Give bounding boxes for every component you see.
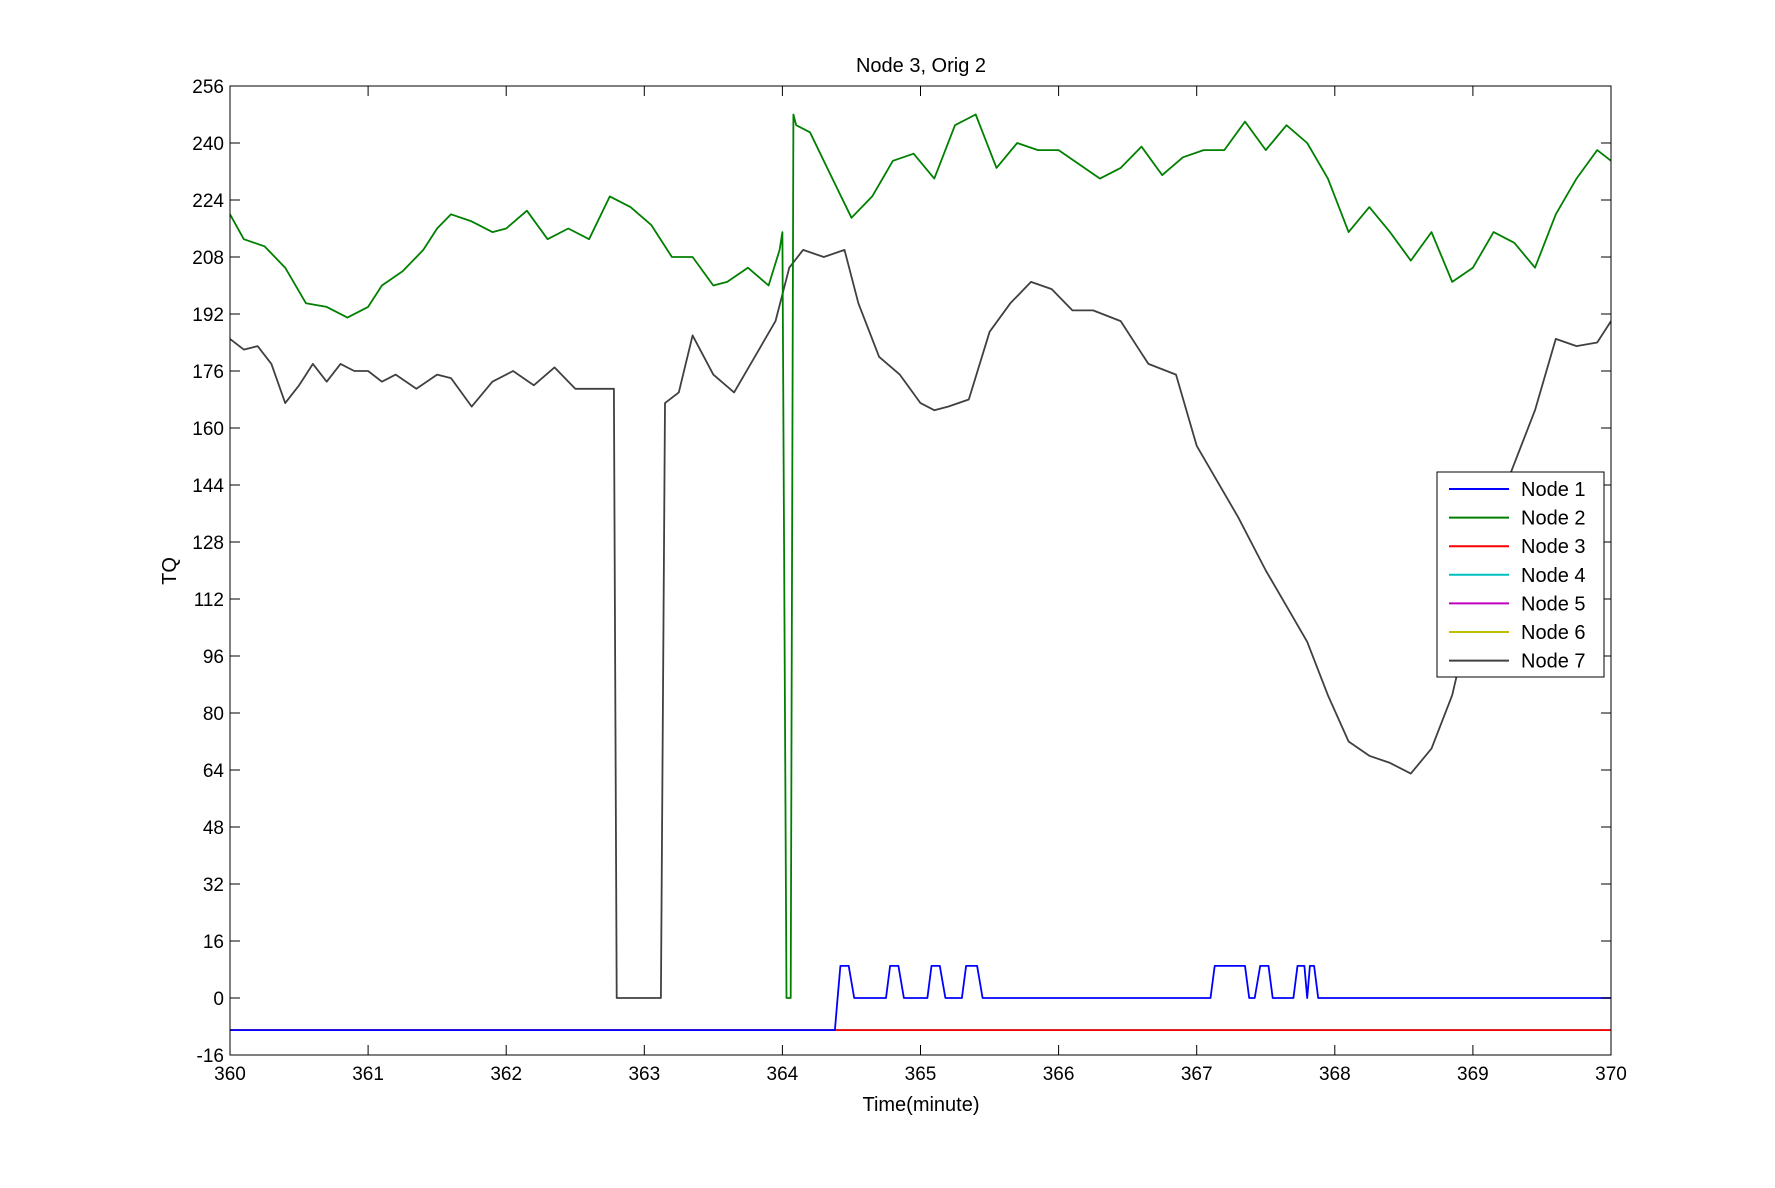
y-tick-label: 80 (203, 704, 224, 725)
x-tick-label: 369 (1457, 1064, 1489, 1085)
series-line-7 (229, 248, 1612, 999)
x-tick-label: 365 (905, 1064, 937, 1085)
x-tick-label: 366 (1043, 1064, 1075, 1085)
y-axis-title: TQ (159, 557, 181, 585)
y-tick-label: 48 (203, 818, 224, 839)
y-tick-label: 32 (203, 875, 224, 896)
x-tick-label: 363 (628, 1064, 660, 1085)
x-tick-label: 360 (214, 1064, 246, 1085)
y-tick-label: 144 (192, 476, 224, 497)
y-tick-label: 192 (192, 305, 224, 326)
x-tick-label: 368 (1319, 1064, 1351, 1085)
legend-label-2: Node 2 (1521, 508, 1586, 530)
x-axis-title: Time(minute) (862, 1094, 979, 1116)
x-tick-label: 367 (1181, 1064, 1213, 1085)
x-tick-label: 370 (1595, 1064, 1627, 1085)
y-tick-label: -16 (197, 1046, 224, 1067)
y-tick-label: 224 (192, 191, 224, 212)
x-tick-label: 364 (767, 1064, 799, 1085)
legend-label-5: Node 5 (1521, 593, 1586, 615)
y-tick-label: 160 (192, 419, 224, 440)
legend-label-1: Node 1 (1521, 479, 1586, 501)
y-axis: -16 0 16 32 48 64 80 96 112 128 144 160 176 192 208 224… (192, 77, 1611, 1067)
series-line-1 (230, 965, 1611, 1031)
y-tick-label: 96 (203, 647, 224, 668)
series-layer (229, 113, 1612, 1031)
x-tick-label: 362 (490, 1064, 522, 1085)
y-tick-label: 0 (213, 989, 224, 1010)
legend: Node 1 Node 2 Node 3 Node 4 Node 5 Node 6 Node… (1436, 471, 1605, 678)
y-tick-label: 112 (194, 590, 224, 611)
plot-area-frame (229, 85, 1612, 1056)
legend-label-3: Node 3 (1521, 536, 1586, 558)
series-line-2 (229, 113, 1612, 999)
x-tick-label: 361 (352, 1064, 384, 1085)
y-tick-label: 256 (192, 77, 224, 98)
y-tick-label: 208 (192, 248, 224, 269)
legend-label-4: Node 4 (1521, 565, 1586, 587)
y-tick-label: 240 (192, 134, 224, 155)
chart-title: Node 3, Orig 2 (856, 55, 986, 77)
y-tick-label: 128 (192, 533, 224, 554)
y-tick-label: 16 (203, 932, 224, 953)
legend-label-6: Node 6 (1521, 622, 1586, 644)
y-tick-label: 176 (192, 362, 224, 383)
legend-label-7: Node 7 (1521, 651, 1586, 673)
x-axis: 360 361 362 363 364 365 366 367 368 369 370 (214, 86, 1627, 1085)
y-tick-label: 64 (203, 761, 225, 782)
